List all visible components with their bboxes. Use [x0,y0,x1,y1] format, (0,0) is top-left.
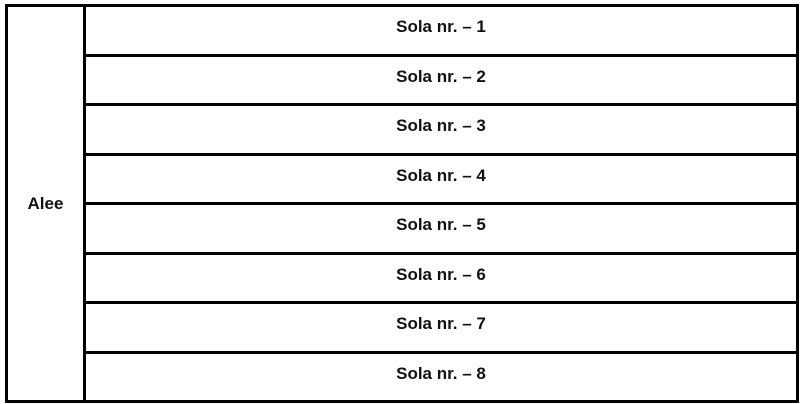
row-1: Sola nr. – 1 [86,7,796,57]
row-5: Sola nr. – 5 [86,205,796,255]
row-4: Sola nr. – 4 [86,156,796,205]
row-6: Sola nr. – 6 [86,255,796,304]
alley-diagram: Alee Sola nr. – 1 Sola nr. – 2 Sola nr. … [5,4,799,403]
row-3: Sola nr. – 3 [86,106,796,156]
alley-label: Alee [8,7,86,400]
rows-column: Sola nr. – 1 Sola nr. – 2 Sola nr. – 3 S… [86,7,796,400]
row-7: Sola nr. – 7 [86,304,796,354]
row-2: Sola nr. – 2 [86,57,796,106]
row-8: Sola nr. – 8 [396,363,486,383]
